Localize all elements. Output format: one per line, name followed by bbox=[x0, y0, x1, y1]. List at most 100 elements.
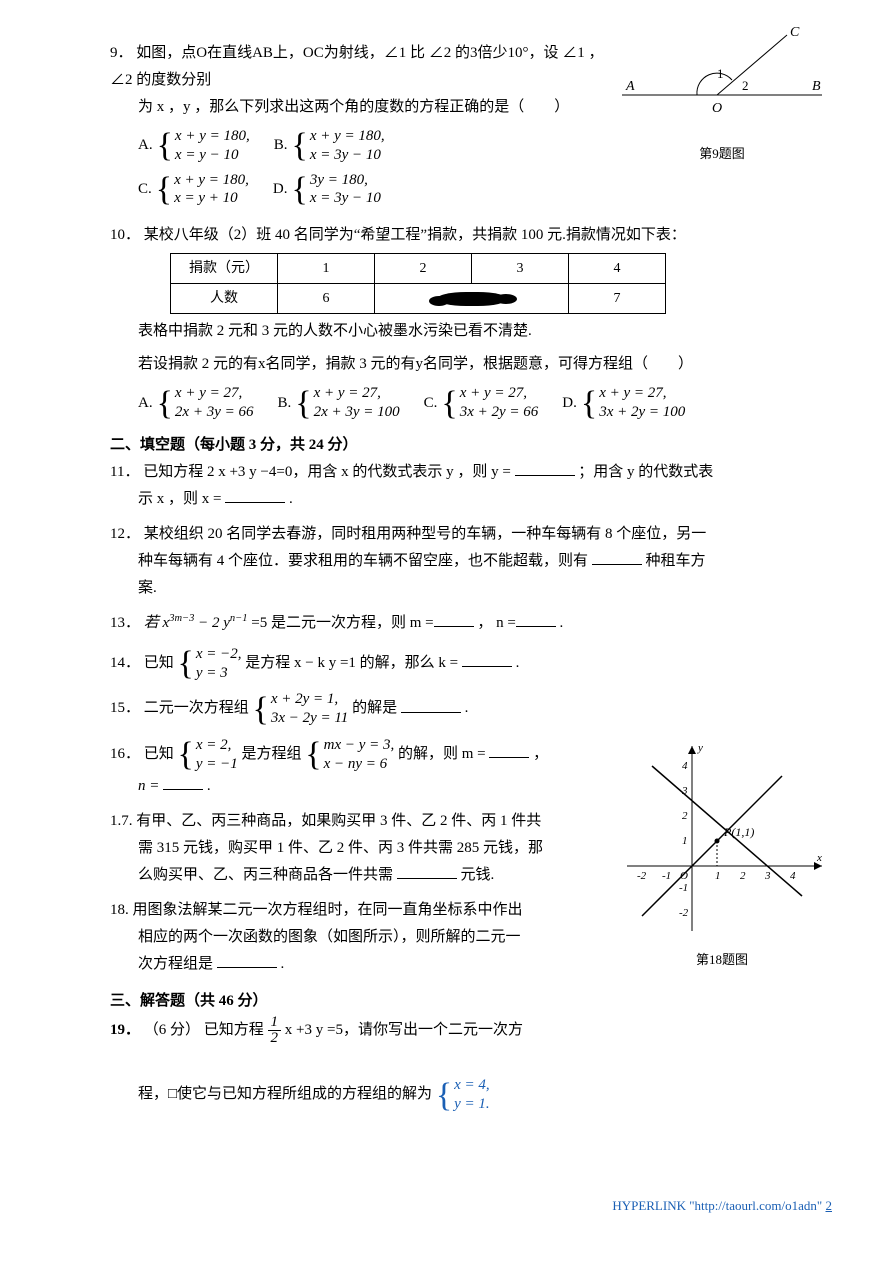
ink-blot-icon bbox=[437, 292, 507, 306]
section-2-heading: 二、填空题（每小题 3 分，共 24 分） bbox=[110, 432, 832, 459]
q18-t3: 次方程组是 bbox=[138, 956, 217, 972]
q11-t1: 已知方程 2 x +3 y −4=0，用含 x 的代数式表示 y ，则 y = bbox=[143, 464, 511, 480]
l2: 3x + 2y = 100 bbox=[599, 403, 685, 422]
q10-number: 10． bbox=[110, 227, 140, 243]
q19-number: 19． bbox=[110, 1022, 140, 1038]
label-O: O bbox=[712, 101, 722, 116]
q16-t2: 是方程组 bbox=[242, 746, 302, 762]
q17-t3: 么购买甲、乙、丙三种商品各一件共需 bbox=[138, 867, 393, 883]
footer-hyperlink-text: HYPERLINK "http://taourl.com/o1adn" bbox=[612, 1198, 825, 1213]
q12-t1: 某校组织 20 名同学去春游，同时租用两种型号的车辆，一种车每辆有 8 个座位，… bbox=[144, 526, 707, 542]
q19-t3: 程，□使它与已知方程所组成的方程组的解为 bbox=[138, 1087, 432, 1103]
q12-t2: 种车每辆有 4 个座位．要求租用的车辆不留空座，也不能超载，则有 bbox=[138, 553, 588, 569]
q15-t3: . bbox=[465, 701, 469, 717]
q9-optD: D. { 3y = 180,x = 3y − 10 bbox=[273, 171, 381, 209]
blank bbox=[516, 611, 556, 627]
cell: 6 bbox=[278, 284, 375, 314]
q9-options-row1: A. { x + y = 180,x = y − 10 B. { x + y =… bbox=[138, 127, 612, 165]
q13-t1: 若 x bbox=[144, 615, 169, 631]
q10-optC: C. {x + y = 27,3x + 2y = 66 bbox=[424, 384, 539, 422]
l2: 2x + 3y = 100 bbox=[314, 403, 400, 422]
optA-label: A. bbox=[138, 132, 153, 159]
q12-number: 12． bbox=[110, 526, 140, 542]
q15-t1: 二元一次方程组 bbox=[144, 701, 249, 717]
q9-stem-line1: 如图，点O在直线AB上，OC为射线，∠1 比 ∠2 的3倍少10°，设 ∠1 ，… bbox=[110, 45, 604, 88]
q10-stem2: 若设捐款 2 元的有x名同学，捐款 3 元的有y名同学，根据题意，可得方程组（ … bbox=[110, 351, 832, 378]
q13-t5: . bbox=[560, 615, 564, 631]
q12-t4: 案. bbox=[110, 575, 832, 602]
q9-optC-l2: x = y + 10 bbox=[174, 189, 249, 208]
q15-number: 15． bbox=[110, 701, 140, 717]
cell: 1 bbox=[278, 254, 375, 284]
question-18: 18. 用图象法解某二元一次方程组时，在同一直角坐标系中作出 相应的两个一次函数… bbox=[110, 897, 832, 978]
blank bbox=[225, 487, 285, 503]
q10-optA: A. {x + y = 27,2x + 3y = 66 bbox=[138, 384, 253, 422]
q18-t1: 用图象法解某二元一次方程组时，在同一直角坐标系中作出 bbox=[133, 902, 523, 918]
l2: 3x + 2y = 66 bbox=[460, 403, 539, 422]
l1: x + y = 27, bbox=[460, 384, 539, 403]
question-11: 11． 已知方程 2 x +3 y −4=0，用含 x 的代数式表示 y ，则 … bbox=[110, 459, 832, 513]
cell: 2 bbox=[375, 254, 472, 284]
q9-optD-l1: 3y = 180, bbox=[310, 171, 381, 190]
q10-options: A. {x + y = 27,2x + 3y = 66 B. {x + y = … bbox=[138, 384, 832, 422]
ink-blot-cell bbox=[375, 284, 569, 314]
q15-t2: 的解是 bbox=[352, 701, 397, 717]
l1: x + y = 27, bbox=[314, 384, 400, 403]
question-19: 19． （6 分） 已知方程 12 x +3 y =5，请你写出一个二元一次方 … bbox=[110, 1015, 832, 1114]
blank bbox=[397, 863, 457, 879]
blank bbox=[592, 549, 642, 565]
section-3-heading: 三、解答题（共 46 分） bbox=[110, 988, 832, 1015]
optB-label: B. bbox=[274, 132, 288, 159]
q9-optA-l2: x = y − 10 bbox=[175, 146, 250, 165]
q9-number: 9． bbox=[110, 45, 133, 61]
q13-sup2: n−1 bbox=[230, 613, 248, 624]
s1: x = 4, bbox=[454, 1076, 490, 1095]
q19-t2: x +3 y =5，请你写出一个二元一次方 bbox=[285, 1022, 523, 1038]
s2: y = 1. bbox=[454, 1095, 490, 1114]
q14-t2: 是方程 x − k y =1 的解，那么 k = bbox=[245, 655, 458, 671]
q10-table: 捐款（元） 1 2 3 4 人数 6 7 bbox=[170, 253, 666, 314]
q9-optA-l1: x + y = 180, bbox=[175, 127, 250, 146]
optA-label: A. bbox=[138, 390, 153, 417]
question-13: 13． 若 x3m−3 − 2 yn−1 =5 是二元一次方程，则 m = ， … bbox=[110, 610, 832, 637]
q17-number: 1.7. bbox=[110, 813, 133, 829]
q17-t1: 有甲、乙、丙三种商品，如果购买甲 3 件、乙 2 件、丙 1 件共 bbox=[136, 813, 541, 829]
label-2: 2 bbox=[742, 78, 749, 93]
table-row: 人数 6 7 bbox=[171, 284, 666, 314]
q10-stem: 某校八年级（2）班 40 名同学为“希望工程”捐款，共捐款 100 元.捐款情况… bbox=[144, 227, 686, 243]
q9-options-row2: C. { x + y = 180,x = y + 10 D. { 3y = 18… bbox=[138, 171, 832, 209]
blank bbox=[163, 774, 203, 790]
q9-optD-l2: x = 3y − 10 bbox=[310, 189, 381, 208]
l2: 3x − 2y = 11 bbox=[271, 709, 348, 728]
cell: 捐款（元） bbox=[171, 254, 278, 284]
blank bbox=[515, 460, 575, 476]
q11-t3: 示 x ，则 x = bbox=[138, 491, 221, 507]
b2: x − ny = 6 bbox=[324, 755, 395, 774]
q9-optB: B. { x + y = 180,x = 3y − 10 bbox=[274, 127, 385, 165]
q16-number: 16． bbox=[110, 746, 140, 762]
q13-t3: =5 是二元一次方程，则 m = bbox=[251, 615, 433, 631]
q18-t2: 相应的两个一次函数的图象（如图所示），则所解的二元一 bbox=[110, 924, 832, 951]
q11-number: 11． bbox=[110, 464, 139, 480]
b1: mx − y = 3, bbox=[324, 736, 395, 755]
q11-t2: ；用含 y 的代数式表 bbox=[578, 464, 713, 480]
q9-figcaption: 第9题图 bbox=[612, 142, 832, 165]
q19-points: （6 分） bbox=[144, 1022, 200, 1038]
q10-optB: B. {x + y = 27,2x + 3y = 100 bbox=[277, 384, 399, 422]
blank bbox=[217, 952, 277, 968]
q13-sup1: 3m−3 bbox=[169, 613, 194, 624]
q9-optB-l1: x + y = 180, bbox=[310, 127, 385, 146]
q16-t1: 已知 bbox=[144, 746, 174, 762]
q9-optB-l2: x = 3y − 10 bbox=[310, 146, 385, 165]
q14-t3: . bbox=[516, 655, 520, 671]
question-17: 1.7. 有甲、乙、丙三种商品，如果购买甲 3 件、乙 2 件、丙 1 件共 需… bbox=[110, 808, 832, 889]
q9-optA: A. { x + y = 180,x = y − 10 bbox=[138, 127, 250, 165]
l2: y = 3 bbox=[196, 664, 242, 683]
q10-optD: D. {x + y = 27,3x + 2y = 100 bbox=[562, 384, 685, 422]
blank bbox=[401, 697, 461, 713]
q14-number: 14． bbox=[110, 655, 140, 671]
label-B: B bbox=[812, 79, 821, 94]
frac-den: 2 bbox=[268, 1031, 282, 1046]
question-15: 15． 二元一次方程组 {x + 2y = 1,3x − 2y = 11 的解是… bbox=[110, 690, 832, 728]
cell: 人数 bbox=[171, 284, 278, 314]
